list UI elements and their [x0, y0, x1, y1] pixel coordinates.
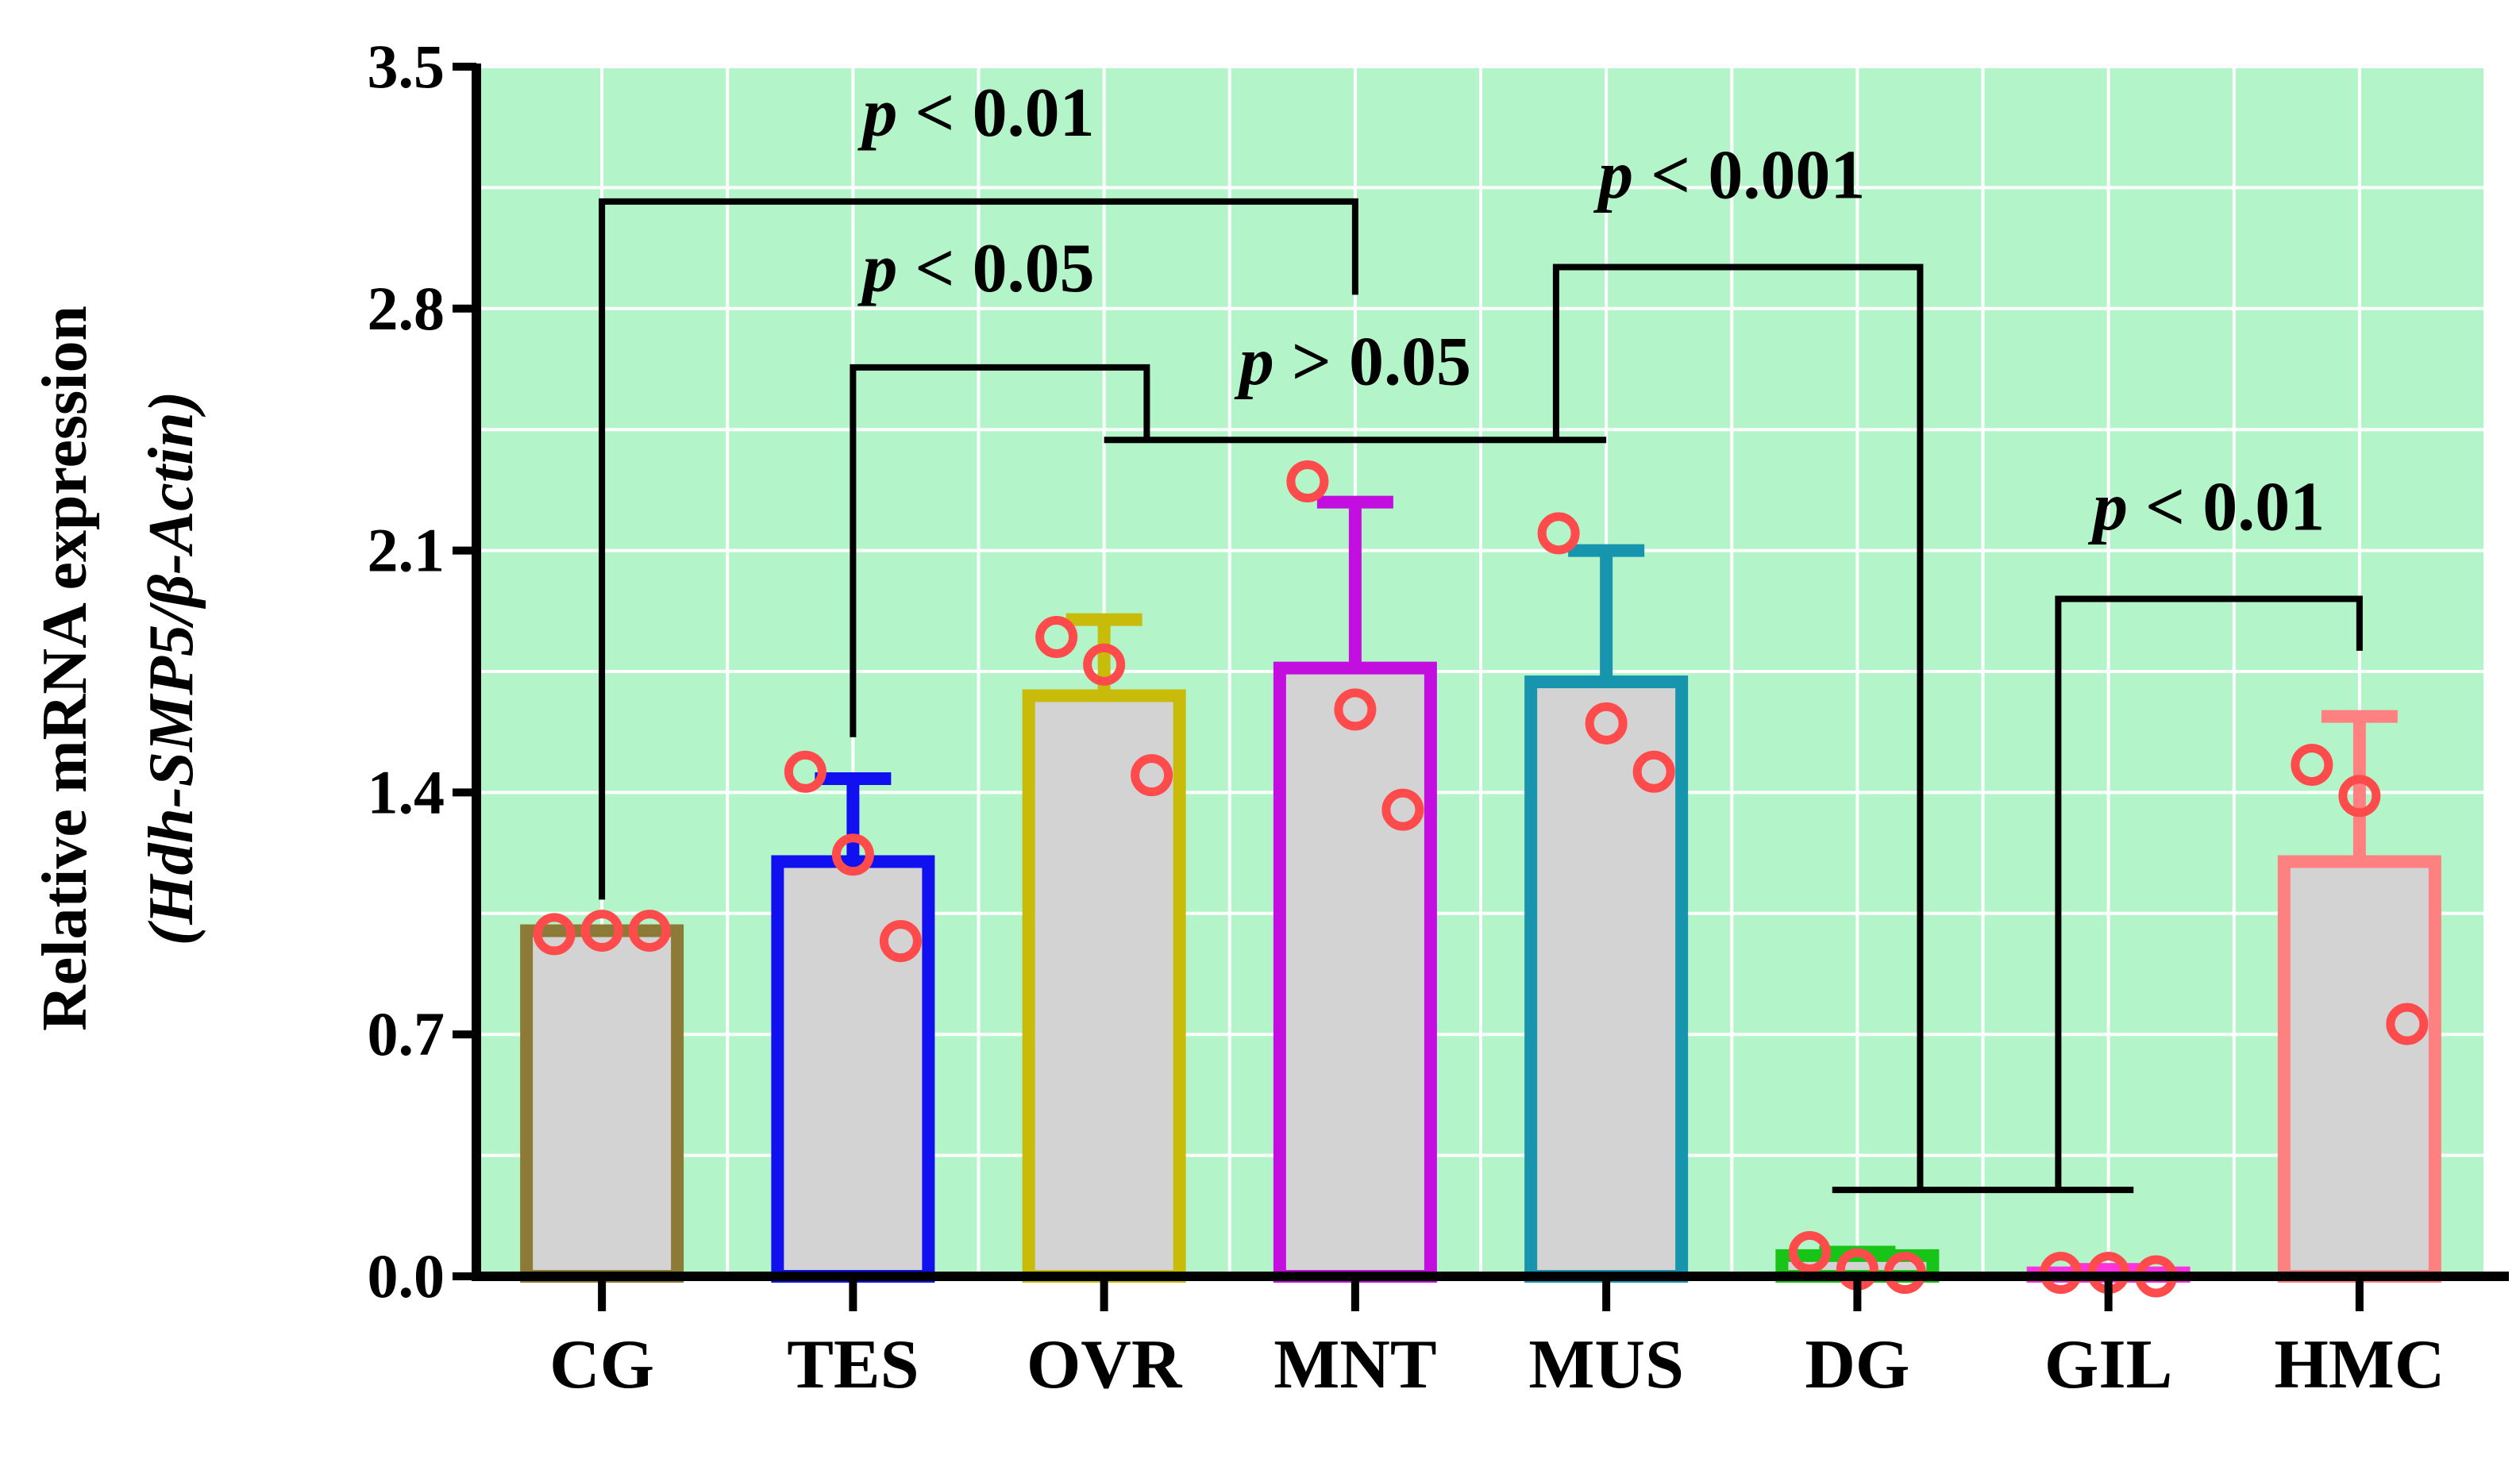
data-point-cg-2 — [580, 910, 623, 952]
x-tick-label-ovr: OVR — [1027, 1326, 1183, 1403]
significance-label-5: p < 0.01 — [2087, 468, 2325, 545]
significance-bracket-4 — [1552, 264, 1924, 1191]
data-point-dg-1 — [1788, 1231, 1831, 1274]
x-tick-label-tes: TES — [787, 1326, 919, 1403]
bar-mnt — [1273, 661, 1437, 1283]
data-point-mus-3 — [1632, 750, 1675, 793]
data-point-cg-3 — [628, 910, 671, 952]
data-point-hmc-3 — [2386, 1002, 2429, 1045]
data-point-tes-1 — [784, 750, 827, 793]
data-point-ovr-1 — [1035, 615, 1078, 658]
significance-label-2: p < 0.05 — [857, 230, 1094, 307]
x-tick-label-gil: GIL — [2044, 1326, 2172, 1403]
bar-ovr — [1022, 689, 1186, 1283]
data-point-mus-1 — [1537, 512, 1580, 555]
data-point-hmc-1 — [2291, 744, 2333, 787]
data-point-hmc-2 — [2338, 775, 2381, 818]
significance-label-4: p < 0.001 — [1593, 137, 1865, 214]
x-tick-label-mnt: MNT — [1273, 1326, 1436, 1403]
data-point-mus-2 — [1585, 702, 1628, 745]
data-point-tes-3 — [879, 920, 922, 963]
data-point-mnt-1 — [1286, 460, 1329, 503]
data-point-ovr-2 — [1083, 643, 1126, 686]
significance-label-1: p < 0.01 — [857, 75, 1094, 152]
y-tick-label: 2.1 — [368, 516, 445, 585]
significance-bracket-5 — [2055, 595, 2363, 1191]
bar-cg — [520, 924, 684, 1283]
y-tick-label: 0.7 — [368, 999, 445, 1068]
significance-bracket-1 — [599, 198, 1358, 900]
data-point-mnt-2 — [1334, 688, 1377, 731]
y-axis-label-line2: (Hdh-SMP5/β-Actin) — [137, 391, 206, 946]
x-tick-label-cg: CG — [549, 1326, 654, 1403]
significance-bracket-2 — [850, 364, 1150, 737]
data-point-cg-1 — [533, 913, 576, 956]
significance-label-3: p > 0.05 — [1234, 324, 1471, 401]
data-point-tes-2 — [831, 833, 874, 876]
data-point-ovr-3 — [1131, 754, 1173, 797]
y-tick-label: 0.0 — [368, 1241, 445, 1310]
y-tick-label: 1.4 — [368, 757, 445, 826]
x-tick-label-mus: MUS — [1528, 1326, 1684, 1403]
y-axis-label-line1: Relative mRNA expression — [30, 306, 100, 1031]
data-point-mnt-3 — [1381, 788, 1424, 831]
bar-hmc — [2277, 855, 2441, 1283]
x-tick-label-dg: DG — [1805, 1326, 1909, 1403]
x-tick-label-hmc: HMC — [2274, 1326, 2445, 1403]
y-tick-label: 3.5 — [368, 32, 445, 101]
y-tick-label: 2.8 — [368, 274, 445, 343]
bar-mus — [1524, 675, 1689, 1283]
